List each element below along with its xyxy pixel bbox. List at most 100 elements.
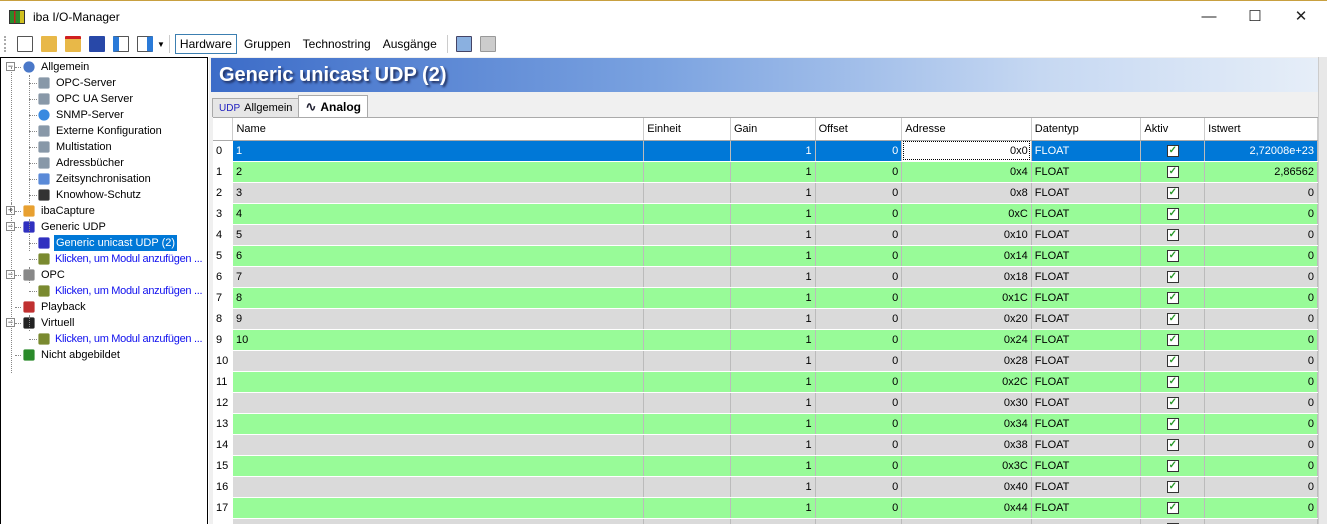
gain-cell[interactable]: 1: [730, 329, 816, 351]
import-icon[interactable]: [113, 36, 129, 52]
name-cell[interactable]: 4: [232, 203, 645, 225]
expand-collapse-toggle[interactable]: +: [6, 205, 15, 215]
name-cell[interactable]: [232, 455, 645, 477]
unit-cell[interactable]: [643, 161, 731, 183]
name-cell[interactable]: 2: [232, 161, 645, 183]
gain-cell[interactable]: 1: [730, 455, 816, 477]
address-cell[interactable]: 0x40: [901, 476, 1032, 498]
tree-item[interactable]: OPC: [22, 267, 67, 283]
gain-cell[interactable]: 1: [730, 140, 816, 162]
offset-cell[interactable]: 0: [815, 392, 903, 414]
copy-icon[interactable]: [455, 36, 472, 52]
active-checkbox[interactable]: ✓: [1140, 434, 1206, 456]
checkbox-icon[interactable]: ✓: [1166, 502, 1179, 514]
gruppen-button[interactable]: Gruppen: [243, 37, 291, 51]
gain-cell[interactable]: 1: [730, 266, 816, 288]
address-cell[interactable]: 0x3C: [901, 455, 1032, 477]
expand-collapse-toggle[interactable]: −: [6, 221, 15, 231]
checkbox-icon[interactable]: ✓: [1166, 208, 1179, 220]
new-file-icon[interactable]: [17, 36, 33, 52]
tree-item[interactable]: Externe Konfiguration: [37, 123, 164, 139]
address-cell[interactable]: 0x28: [901, 350, 1032, 372]
table-row[interactable]: 7 8 1 0 0x1C FLOAT ✓ 0: [213, 287, 1318, 309]
datatype-cell[interactable]: FLOAT: [1031, 476, 1142, 498]
active-checkbox[interactable]: ✓: [1140, 518, 1206, 524]
offset-cell[interactable]: 0: [815, 455, 903, 477]
active-checkbox[interactable]: ✓: [1140, 308, 1206, 330]
tree-item[interactable]: Virtuell: [22, 315, 76, 331]
name-cell[interactable]: 3: [232, 182, 645, 204]
checkbox-icon[interactable]: ✓: [1166, 313, 1179, 325]
save-icon[interactable]: [89, 36, 105, 52]
checkbox-icon[interactable]: ✓: [1166, 145, 1179, 157]
datatype-cell[interactable]: FLOAT: [1031, 413, 1142, 435]
unit-cell[interactable]: [643, 287, 731, 309]
offset-cell[interactable]: 0: [815, 329, 903, 351]
unit-cell[interactable]: [643, 266, 731, 288]
name-cell[interactable]: [232, 476, 645, 498]
gain-cell[interactable]: 1: [730, 161, 816, 183]
table-row[interactable]: 16 1 0 0x40 FLOAT ✓ 0: [213, 476, 1318, 498]
gain-cell[interactable]: 1: [730, 203, 816, 225]
address-cell[interactable]: 0x44: [901, 497, 1032, 519]
table-row[interactable]: 2 3 1 0 0x8 FLOAT ✓ 0: [213, 182, 1318, 204]
gain-cell[interactable]: 1: [730, 476, 816, 498]
datatype-cell[interactable]: FLOAT: [1031, 203, 1142, 225]
address-cell[interactable]: 0x2C: [901, 371, 1032, 393]
offset-cell[interactable]: 0: [815, 287, 903, 309]
checkbox-icon[interactable]: ✓: [1166, 187, 1179, 199]
datatype-cell[interactable]: FLOAT: [1031, 161, 1142, 183]
table-row[interactable]: 10 1 0 0x28 FLOAT ✓ 0: [213, 350, 1318, 372]
gain-cell[interactable]: 1: [730, 287, 816, 309]
address-cell[interactable]: 0x48: [901, 518, 1032, 524]
minimize-button[interactable]: —: [1201, 8, 1217, 25]
checkbox-icon[interactable]: ✓: [1166, 292, 1179, 304]
column-header-istwert[interactable]: Istwert: [1204, 118, 1318, 141]
offset-cell[interactable]: 0: [815, 518, 903, 524]
unit-cell[interactable]: [643, 434, 731, 456]
export-icon[interactable]: [137, 36, 153, 52]
active-checkbox[interactable]: ✓: [1140, 245, 1206, 267]
offset-cell[interactable]: 0: [815, 140, 903, 162]
unit-cell[interactable]: [643, 413, 731, 435]
active-checkbox[interactable]: ✓: [1140, 224, 1206, 246]
table-row[interactable]: 14 1 0 0x38 FLOAT ✓ 0: [213, 434, 1318, 456]
open-folder-icon[interactable]: [41, 36, 57, 52]
offset-cell[interactable]: 0: [815, 497, 903, 519]
address-cell[interactable]: 0x14: [901, 245, 1032, 267]
tree-item[interactable]: SNMP-Server: [37, 107, 126, 123]
name-cell[interactable]: [232, 392, 645, 414]
table-row[interactable]: 17 1 0 0x44 FLOAT ✓ 0: [213, 497, 1318, 519]
name-cell[interactable]: [232, 434, 645, 456]
unit-cell[interactable]: [643, 182, 731, 204]
unit-cell[interactable]: [643, 455, 731, 477]
gain-cell[interactable]: 1: [730, 350, 816, 372]
datatype-cell[interactable]: FLOAT: [1031, 434, 1142, 456]
unit-cell[interactable]: [643, 476, 731, 498]
gain-cell[interactable]: 1: [730, 518, 816, 524]
column-header-adresse[interactable]: Adresse: [901, 118, 1032, 141]
offset-cell[interactable]: 0: [815, 413, 903, 435]
active-checkbox[interactable]: ✓: [1140, 497, 1206, 519]
address-cell[interactable]: 0x18: [901, 266, 1032, 288]
datatype-cell[interactable]: FLOAT: [1031, 266, 1142, 288]
column-header-name[interactable]: Name: [232, 118, 645, 141]
technostring-button[interactable]: Technostring: [302, 37, 371, 51]
unit-cell[interactable]: [643, 392, 731, 414]
offset-cell[interactable]: 0: [815, 434, 903, 456]
name-cell[interactable]: 10: [232, 329, 645, 351]
active-checkbox[interactable]: ✓: [1140, 455, 1206, 477]
checkbox-icon[interactable]: ✓: [1166, 439, 1179, 451]
datatype-cell[interactable]: FLOAT: [1031, 350, 1142, 372]
table-row[interactable]: 15 1 0 0x3C FLOAT ✓ 0: [213, 455, 1318, 477]
column-header-datentyp[interactable]: Datentyp: [1031, 118, 1142, 141]
unit-cell[interactable]: [643, 350, 731, 372]
tree-item[interactable]: Generic unicast UDP (2): [37, 235, 178, 251]
checkbox-icon[interactable]: ✓: [1166, 355, 1179, 367]
datatype-cell[interactable]: FLOAT: [1031, 518, 1142, 524]
table-row[interactable]: 11 1 0 0x2C FLOAT ✓ 0: [213, 371, 1318, 393]
datatype-cell[interactable]: FLOAT: [1031, 308, 1142, 330]
datatype-cell[interactable]: FLOAT: [1031, 224, 1142, 246]
unit-cell[interactable]: [643, 245, 731, 267]
unit-cell[interactable]: [643, 308, 731, 330]
